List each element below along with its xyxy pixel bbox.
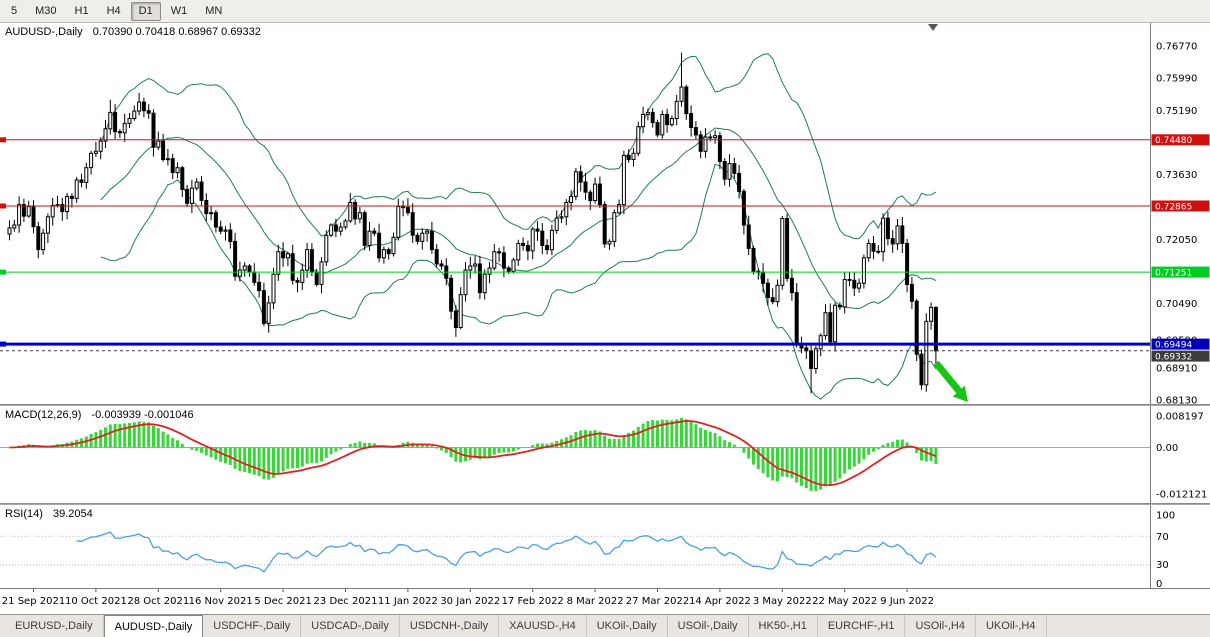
timeframe-button-m30[interactable]: M30 (35, 4, 57, 17)
date-label: 28 Oct 2021 (127, 596, 189, 607)
price-tag (1151, 338, 1210, 350)
date-label: 21 Sep 2021 (2, 596, 65, 607)
chart-tab-xauusd-h4[interactable]: XAUUSD-,H4 (499, 615, 587, 637)
macd-axis-tick: -0.012121 (1156, 490, 1207, 501)
date-label: 9 Jun 2022 (880, 596, 934, 607)
rsi-plot[interactable]: RSI(14) 39.2054 (0, 505, 1150, 588)
price-tag (1151, 200, 1210, 212)
date-label: 23 Dec 2021 (314, 596, 378, 607)
date-label: 5 Dec 2021 (254, 596, 312, 607)
price-axis-tick: 0.68910 (1156, 364, 1197, 375)
time-axis[interactable]: 21 Sep 2021 10 Oct 2021 28 Oct 2021 16 Nov … (0, 588, 1210, 614)
chart-tab-usdchf-daily[interactable]: USDCHF-,Daily (203, 615, 302, 637)
hline-left-marker (0, 137, 6, 143)
rsi-axis-tick: 0 (1156, 579, 1162, 588)
rsi-line (76, 531, 937, 573)
rsi-axis-labels: 100 70 30 0 (1156, 511, 1175, 589)
chart-tab-usdcnh-daily[interactable]: USDCNH-,Daily (400, 615, 500, 637)
macd-axis[interactable]: 0.008197 0.00 -0.012121 (1150, 406, 1210, 503)
date-label: 8 Mar 2022 (567, 596, 624, 607)
price-tag (1151, 350, 1210, 362)
timeframe-button-5[interactable]: 5 (11, 4, 18, 17)
chart-tab-ukoil-daily[interactable]: UKOil-,Daily (587, 615, 668, 637)
timeframe-button-w1[interactable]: W1 (170, 4, 188, 17)
price-axis-tick: 0.72050 (1156, 235, 1197, 246)
macd-plot[interactable]: MACD(12,26,9) -0.003939 -0.001046 (0, 406, 1150, 503)
timeframe-toolbar: 5 M30 H1 H4 D1 W1 MN (0, 0, 1210, 23)
macd-axis-tick: 0.00 (1156, 443, 1178, 454)
panel-splitter[interactable] (0, 404, 1210, 406)
macd-chart (0, 418, 1150, 491)
price-tag (1151, 266, 1210, 278)
price-tag-label: 0.71251 (1155, 268, 1192, 278)
hline-left-marker (0, 341, 6, 347)
chart-tab-eurchf-h1[interactable]: EURCHF-,H1 (818, 615, 906, 637)
chart-tab-eurusd-daily[interactable]: EURUSD-,Daily (5, 615, 104, 637)
candles (7, 52, 938, 394)
price-axis-tick: 0.70490 (1156, 299, 1197, 310)
date-label: 3 May 2022 (753, 596, 812, 607)
chart-workspace: AUDUSD-,Daily 0.70390 0.70418 0.68967 0.… (0, 23, 1210, 614)
timeframe-button-h1[interactable]: H1 (74, 4, 89, 17)
rsi-axis[interactable]: 100 70 30 0 (1150, 505, 1210, 588)
price-axis-tick: 0.75990 (1156, 74, 1197, 85)
rsi-panel: RSI(14) 39.2054 100 70 30 0 (0, 505, 1210, 588)
price-axis-tick: 0.75190 (1156, 106, 1197, 117)
rsi-axis-tick: 70 (1156, 532, 1169, 543)
price-tag-label: 0.74480 (1155, 136, 1192, 146)
panel-splitter[interactable] (0, 503, 1210, 505)
annotation-arrow[interactable] (933, 360, 968, 402)
price-tag (1151, 134, 1210, 146)
date-label: 16 Nov 2021 (189, 596, 253, 607)
macd-panel: MACD(12,26,9) -0.003939 -0.001046 0.0081… (0, 406, 1210, 503)
chart-tab-usoil-h4[interactable]: USOil-,H4 (905, 615, 976, 637)
chart-tabs-bar: EURUSD-,Daily AUDUSD-,Daily USDCHF-,Daily U… (0, 614, 1210, 637)
price-axis-labels: 0.76770 0.75990 0.75190 0.73630 0.72050 0.704… (1151, 42, 1210, 405)
chart-tab-usdcad-daily[interactable]: USDCAD-,Daily (301, 615, 400, 637)
timeframe-button-h4[interactable]: H4 (106, 4, 121, 17)
chart-tab-audusd-daily[interactable]: AUDUSD-,Daily (103, 615, 204, 637)
macd-signal-line (9, 420, 937, 487)
price-axis[interactable]: 0.76770 0.75990 0.75190 0.73630 0.72050 0.704… (1150, 23, 1210, 404)
rsi-chart (0, 531, 1150, 573)
date-label: 10 Oct 2021 (65, 596, 127, 607)
hline-left-marker (0, 269, 6, 275)
macd-histogram (8, 418, 938, 491)
date-label: 27 Mar 2022 (626, 596, 689, 607)
date-label: 11 Jan 2022 (378, 596, 438, 607)
candlestick-chart (0, 24, 1150, 402)
macd-axis-labels: 0.008197 0.00 -0.012121 (1156, 412, 1207, 501)
rsi-axis-tick: 100 (1156, 511, 1175, 522)
timeframe-button-d1[interactable]: D1 (130, 1, 161, 21)
price-tag-label: 0.69494 (1155, 340, 1192, 350)
date-label: 22 May 2022 (812, 596, 877, 607)
price-tag-label: 0.69332 (1155, 352, 1192, 362)
date-label: 17 Feb 2022 (502, 596, 564, 607)
date-label: 14 Apr 2022 (689, 596, 751, 607)
time-axis-labels: 21 Sep 2021 10 Oct 2021 28 Oct 2021 16 Nov … (2, 589, 934, 607)
price-axis-tick: 0.73630 (1156, 170, 1197, 181)
macd-axis-tick: 0.008197 (1156, 412, 1204, 423)
chart-tab-ukoil-h4[interactable]: UKOil-,H4 (976, 615, 1047, 637)
rsi-axis-tick: 30 (1156, 560, 1169, 571)
date-label: 30 Jan 2022 (440, 596, 500, 607)
price-axis-tick: 0.76770 (1156, 42, 1197, 53)
price-chart-plot[interactable]: AUDUSD-,Daily 0.70390 0.70418 0.68967 0.… (0, 23, 1150, 404)
hline-left-marker (0, 203, 6, 209)
chart-shift-marker-icon (928, 24, 938, 31)
price-tag-label: 0.72865 (1155, 202, 1192, 212)
timeframe-button-mn[interactable]: MN (205, 4, 223, 17)
horizontal-lines (0, 137, 1150, 352)
price-panel: AUDUSD-,Daily 0.70390 0.70418 0.68967 0.… (0, 23, 1210, 404)
chart-tab-usoil-daily[interactable]: USOil-,Daily (668, 615, 749, 637)
chart-tab-hk50-h1[interactable]: HK50-,H1 (749, 615, 818, 637)
price-axis-tick: 0.68130 (1156, 396, 1197, 405)
